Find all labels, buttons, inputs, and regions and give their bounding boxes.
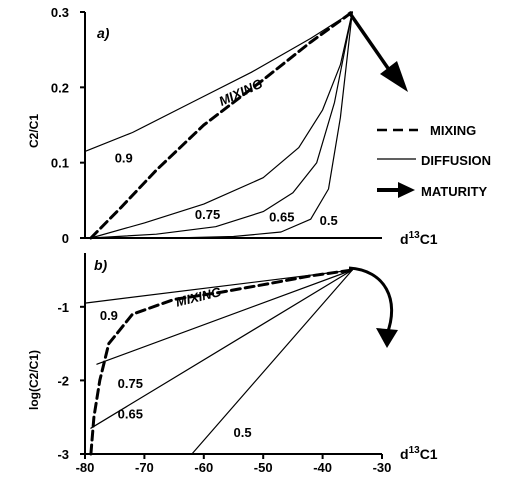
maturity-arrow-b-head — [376, 328, 398, 348]
panel-b-curve-label-0-65: 0.65 — [118, 407, 143, 422]
panel-a-curve-label-0-5: 0.5 — [320, 213, 338, 228]
panel-b-y-tick-label: -3 — [57, 447, 69, 462]
panel-b-x-tick-label: -50 — [254, 460, 273, 475]
panel-b-series-0-5 — [191, 269, 353, 455]
panel-a-series-0-75 — [90, 11, 353, 239]
panel-b-curve-label-0-5: 0.5 — [234, 425, 252, 440]
panel-b-label: b) — [94, 257, 108, 273]
legend: MIXING DIFFUSION MATURITY — [377, 123, 491, 199]
panel-a-curve-labels: MIXING 0.9 0.75 0.65 0.5 — [115, 76, 338, 228]
panel-b-y-tick-label: -1 — [57, 300, 69, 315]
panel-b: -3 -2 -1 -80 -70 -60 -50 -40 -30 MIXING 0.9 0.75 0… — [27, 253, 438, 475]
maturity-arrow-a-head — [380, 61, 408, 92]
panel-b-curve-label-0-9: 0.9 — [100, 308, 118, 323]
panel-b-x-tick-label: -30 — [373, 460, 392, 475]
maturity-arrow-a — [347, 11, 394, 75]
panel-a-series-0-9 — [84, 11, 353, 152]
panel-b-y-tick-label: -2 — [57, 373, 69, 388]
panel-a-y-tick-label: 0.1 — [51, 156, 69, 171]
panel-b-x-axis-title-tail: C1 — [420, 446, 438, 462]
panel-b-x-ticks: -80 -70 -60 -50 -40 -30 — [76, 454, 392, 475]
panel-a-curve-label-mixing: MIXING — [217, 76, 265, 109]
panel-b-series-0-9 — [84, 269, 353, 304]
panel-a-curve-label-0-65: 0.65 — [269, 209, 294, 224]
panel-b-series-0-65 — [90, 269, 353, 429]
panel-a-y-tick-label: 0.3 — [51, 5, 69, 20]
panel-b-curve-labels: MIXING 0.9 0.75 0.65 0.5 — [100, 284, 252, 440]
legend-maturity-label: MATURITY — [421, 184, 488, 199]
panel-a-x-axis-title-main: d — [400, 231, 409, 247]
panel-a-curve-label-0-75: 0.75 — [195, 207, 220, 222]
panel-a-y-axis-title: C2/C1 — [27, 114, 41, 148]
panel-b-y-axis-title: log(C2/C1) — [27, 350, 41, 410]
panel-a-series-mixing — [89, 10, 354, 240]
panel-a-y-tick-label: 0.2 — [51, 80, 69, 95]
panel-a-series-0-65 — [90, 11, 353, 239]
maturity-arrow-b — [348, 266, 394, 335]
panel-a-x-axis-title-sup: 13 — [409, 230, 421, 241]
legend-diffusion-label: DIFFUSION — [421, 153, 491, 168]
panel-b-series-group — [84, 268, 354, 456]
panel-b-x-axis-title: d13C1 — [400, 445, 438, 462]
panel-b-y-ticks: -3 -2 -1 — [57, 300, 85, 462]
panel-a-y-ticks: 0 0.1 0.2 0.3 — [51, 5, 85, 246]
panel-b-x-tick-label: -60 — [194, 460, 213, 475]
panel-b-curve-label-0-75: 0.75 — [118, 376, 143, 391]
panel-b-series-0-75 — [96, 269, 353, 365]
panel-b-x-tick-label: -40 — [313, 460, 332, 475]
legend-mixing-label: MIXING — [430, 123, 476, 138]
panel-a-label: a) — [97, 25, 110, 41]
panel-a-curve-label-0-9: 0.9 — [115, 151, 133, 166]
panel-b-x-axis-title-sup: 13 — [409, 445, 421, 456]
panel-a-series-0-5 — [96, 11, 353, 239]
panel-b-x-tick-label: -70 — [135, 460, 154, 475]
panel-a: 0 0.1 0.2 0.3 MIXING 0.9 0.75 0.65 0.5 a) C2/C1… — [27, 5, 438, 247]
panel-a-x-axis-title-tail: C1 — [420, 231, 438, 247]
panel-b-x-axis-title-main: d — [400, 446, 409, 462]
panel-a-series-group — [84, 10, 354, 240]
panel-a-y-tick-label: 0 — [62, 231, 69, 246]
panel-a-x-axis-title: d13C1 — [400, 230, 438, 247]
panel-b-series-mixing — [89, 268, 354, 456]
panel-b-curve-label-mixing: MIXING — [174, 284, 222, 310]
legend-maturity-arrowhead — [398, 182, 415, 198]
panel-b-x-tick-label: -80 — [76, 460, 95, 475]
